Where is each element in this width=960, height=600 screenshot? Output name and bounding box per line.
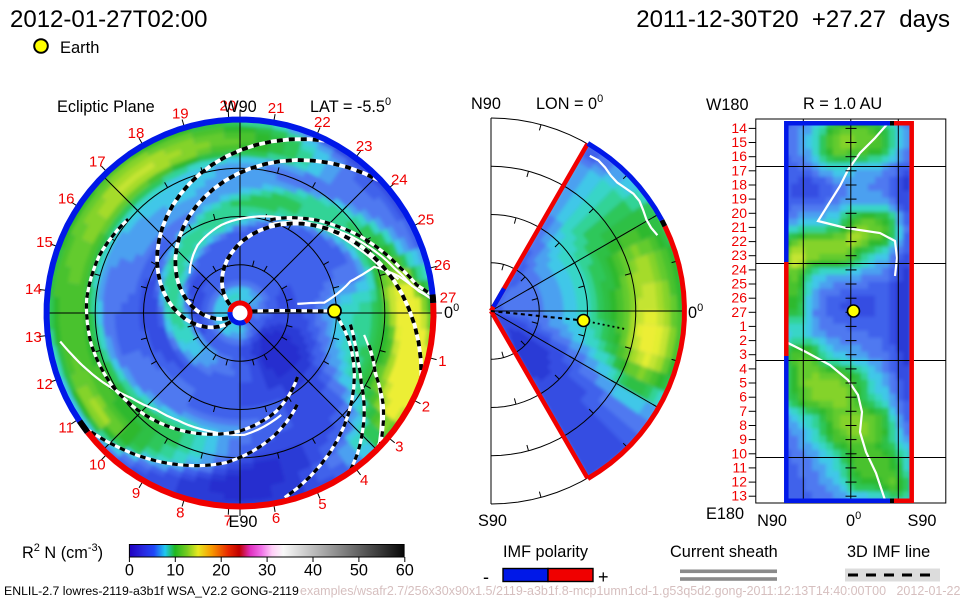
svg-text:11: 11 — [732, 459, 747, 475]
svg-text:40: 40 — [304, 562, 322, 580]
svg-text:Current sheath: Current sheath — [670, 543, 778, 561]
svg-text:2: 2 — [739, 332, 747, 348]
svg-text:13: 13 — [731, 488, 747, 504]
svg-text:15: 15 — [731, 134, 747, 150]
svg-text:4: 4 — [739, 360, 747, 376]
svg-text:4: 4 — [360, 472, 368, 489]
svg-text:27: 27 — [731, 304, 747, 320]
svg-text:ENLIL-2.7 lowres-2119-a3b1f WS: ENLIL-2.7 lowres-2119-a3b1f WSA_V2.2 GON… — [4, 584, 299, 598]
svg-text:19: 19 — [172, 106, 189, 123]
svg-text:S90: S90 — [908, 512, 937, 530]
svg-text:0: 0 — [125, 562, 134, 580]
svg-text:N90: N90 — [757, 512, 787, 530]
svg-text:N90: N90 — [471, 95, 501, 113]
svg-text:1: 1 — [739, 318, 747, 334]
svg-text:5: 5 — [739, 375, 747, 391]
svg-text:10: 10 — [89, 456, 106, 473]
svg-text:17: 17 — [731, 162, 747, 178]
svg-text:30: 30 — [258, 562, 276, 580]
svg-text:W90: W90 — [223, 98, 256, 116]
svg-text:7: 7 — [739, 403, 747, 419]
svg-text:20: 20 — [220, 97, 237, 114]
svg-text:8: 8 — [176, 504, 184, 521]
svg-text:R = 1.0 AU: R = 1.0 AU — [803, 95, 882, 113]
svg-text:10: 10 — [731, 445, 747, 461]
svg-text:20: 20 — [212, 562, 230, 580]
svg-text:10: 10 — [166, 562, 184, 580]
svg-text:8: 8 — [739, 417, 747, 433]
svg-text:E180: E180 — [706, 505, 744, 523]
svg-text:1: 1 — [438, 353, 446, 370]
svg-text:E90: E90 — [229, 513, 258, 531]
svg-text:13: 13 — [25, 329, 42, 346]
svg-text:18: 18 — [128, 125, 145, 142]
svg-text:5: 5 — [318, 496, 326, 513]
svg-text:3: 3 — [395, 439, 403, 456]
svg-text:50: 50 — [350, 562, 368, 580]
svg-text:IMF polarity: IMF polarity — [503, 543, 589, 561]
svg-text:15: 15 — [36, 234, 53, 251]
svg-text:16: 16 — [58, 191, 75, 208]
svg-text:S90: S90 — [478, 512, 507, 530]
svg-text:R2 N (cm-3): R2 N (cm-3) — [22, 542, 103, 562]
svg-text:18: 18 — [731, 177, 747, 193]
svg-text:24: 24 — [391, 171, 408, 188]
svg-text:25: 25 — [731, 276, 747, 292]
svg-text:6: 6 — [272, 510, 280, 527]
svg-text:60: 60 — [396, 562, 414, 580]
svg-text:Earth: Earth — [60, 39, 99, 57]
svg-text:-: - — [483, 567, 489, 587]
svg-text:26: 26 — [731, 290, 747, 306]
svg-text:12: 12 — [36, 376, 53, 393]
svg-text:22: 22 — [314, 114, 331, 131]
svg-text:16: 16 — [731, 148, 747, 164]
svg-text:9: 9 — [132, 485, 140, 502]
svg-text:14: 14 — [25, 281, 42, 298]
svg-text:W180: W180 — [706, 96, 749, 114]
svg-text:3: 3 — [739, 346, 747, 362]
svg-text:12: 12 — [731, 474, 747, 490]
svg-text:21: 21 — [731, 219, 747, 235]
svg-text:LON = 00: LON = 00 — [536, 93, 603, 113]
svg-text:3D IMF line: 3D IMF line — [847, 543, 930, 561]
svg-text:27: 27 — [440, 290, 457, 307]
svg-text:2012-01-27T02:00: 2012-01-27T02:00 — [10, 6, 207, 33]
svg-text:+: + — [598, 567, 609, 587]
svg-text:19: 19 — [731, 191, 747, 207]
svg-text:Ecliptic Plane: Ecliptic Plane — [57, 98, 155, 116]
svg-text:11: 11 — [58, 419, 74, 436]
svg-text:23: 23 — [356, 138, 373, 155]
svg-text:9: 9 — [739, 431, 747, 447]
svg-text:17: 17 — [89, 154, 106, 171]
svg-text:20: 20 — [731, 205, 747, 221]
svg-text:examples/wsafr2.7/256x30x90x1.: examples/wsafr2.7/256x30x90x1.5/2119-a3b… — [300, 584, 960, 598]
svg-text:2011-12-30T20 +27.27 days: 2011-12-30T20 +27.27 days — [636, 6, 950, 33]
svg-text:LAT = -5.50: LAT = -5.50 — [310, 96, 391, 116]
svg-text:14: 14 — [731, 120, 747, 136]
svg-text:6: 6 — [739, 389, 747, 405]
svg-text:26: 26 — [434, 257, 451, 274]
svg-text:2: 2 — [422, 398, 430, 415]
svg-text:21: 21 — [268, 100, 285, 117]
svg-text:24: 24 — [731, 261, 747, 277]
svg-text:7: 7 — [224, 513, 232, 530]
svg-text:25: 25 — [418, 212, 435, 229]
svg-text:23: 23 — [731, 247, 747, 263]
svg-text:22: 22 — [731, 233, 747, 249]
